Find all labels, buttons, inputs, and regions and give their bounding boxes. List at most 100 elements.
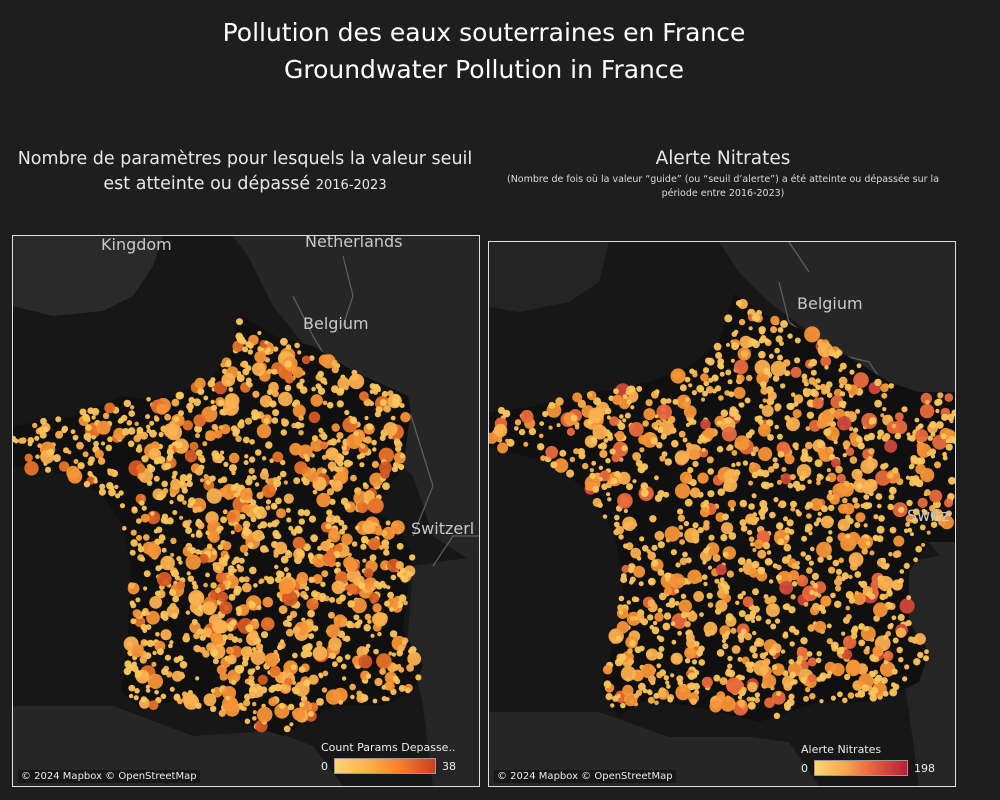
map-point[interactable] (816, 541, 832, 558)
map-point[interactable] (292, 404, 306, 418)
map-point[interactable] (716, 691, 726, 700)
map-point[interactable] (179, 661, 188, 669)
map-point[interactable] (163, 519, 169, 525)
map-point[interactable] (737, 699, 745, 707)
map-point[interactable] (179, 474, 188, 482)
map-point[interactable] (845, 613, 852, 620)
map-point[interactable] (146, 543, 162, 558)
map-point[interactable] (130, 539, 138, 547)
map-point[interactable] (206, 642, 216, 652)
map-point[interactable] (620, 666, 636, 682)
map-point[interactable] (242, 346, 249, 353)
map-point[interactable] (944, 498, 953, 508)
map-point[interactable] (826, 536, 833, 543)
map-point[interactable] (858, 624, 864, 630)
map-point[interactable] (706, 546, 711, 551)
map-point[interactable] (885, 630, 891, 637)
map-point[interactable] (837, 646, 845, 655)
map-point[interactable] (679, 384, 687, 392)
map-point[interactable] (276, 570, 283, 578)
map-point[interactable] (34, 435, 40, 441)
map-point[interactable] (854, 522, 861, 528)
map-point[interactable] (828, 490, 833, 495)
map-point[interactable] (622, 394, 628, 399)
map-point[interactable] (692, 460, 699, 468)
map-point[interactable] (842, 697, 848, 704)
map-point[interactable] (284, 677, 293, 687)
map-point[interactable] (369, 383, 376, 390)
map-point[interactable] (309, 355, 315, 361)
map-point[interactable] (215, 565, 221, 571)
map-point[interactable] (139, 500, 145, 506)
map-point[interactable] (243, 460, 249, 466)
map-point[interactable] (891, 668, 898, 675)
map-point[interactable] (784, 454, 795, 465)
map-point[interactable] (801, 535, 808, 542)
map-point[interactable] (298, 518, 305, 525)
map-point[interactable] (629, 640, 636, 647)
map-point[interactable] (795, 509, 800, 514)
map-point[interactable] (892, 637, 899, 644)
map-point[interactable] (187, 519, 192, 525)
map-point[interactable] (290, 664, 297, 671)
map-point[interactable] (805, 388, 812, 395)
map-point[interactable] (770, 686, 775, 691)
map-point[interactable] (835, 585, 842, 592)
map-point[interactable] (227, 565, 235, 572)
map-point[interactable] (613, 388, 619, 395)
map-point[interactable] (757, 469, 765, 477)
map-point[interactable] (728, 391, 735, 398)
map-point[interactable] (708, 534, 715, 541)
map-point[interactable] (587, 419, 594, 425)
map-point[interactable] (617, 471, 631, 485)
map-point[interactable] (359, 443, 366, 449)
map-point[interactable] (677, 630, 682, 636)
map-point[interactable] (740, 350, 749, 358)
map-point[interactable] (279, 470, 287, 478)
map-point[interactable] (393, 438, 401, 446)
map-point[interactable] (274, 683, 282, 692)
map-point[interactable] (858, 581, 863, 586)
map-point[interactable] (752, 652, 758, 659)
map-point[interactable] (252, 716, 257, 721)
map-point[interactable] (212, 452, 220, 460)
map-point[interactable] (124, 669, 130, 675)
map-point[interactable] (889, 622, 894, 628)
map-point[interactable] (889, 486, 897, 495)
map-point[interactable] (650, 437, 658, 445)
map-point[interactable] (242, 436, 250, 444)
map-point[interactable] (96, 420, 111, 435)
map-point[interactable] (656, 671, 663, 679)
map-point[interactable] (614, 470, 621, 478)
map-point[interactable] (548, 425, 553, 430)
map-point[interactable] (362, 520, 376, 535)
map-point[interactable] (921, 542, 926, 547)
map-point[interactable] (282, 590, 298, 607)
map-point[interactable] (332, 661, 338, 668)
map-point[interactable] (383, 405, 391, 413)
map-point[interactable] (243, 576, 250, 583)
map-point[interactable] (929, 489, 943, 503)
map-point[interactable] (749, 645, 757, 653)
map-point[interactable] (154, 640, 166, 652)
map-point[interactable] (318, 674, 324, 679)
map-point[interactable] (182, 420, 193, 431)
map-point[interactable] (336, 656, 343, 663)
map-point[interactable] (202, 601, 217, 616)
map-point[interactable] (243, 699, 251, 707)
map-point[interactable] (826, 381, 833, 388)
map-point[interactable] (692, 522, 699, 529)
map-point[interactable] (658, 687, 666, 694)
map-point[interactable] (217, 544, 224, 551)
map-point[interactable] (131, 665, 139, 672)
map-point[interactable] (875, 470, 891, 486)
map-point[interactable] (589, 468, 594, 473)
map-point[interactable] (264, 652, 279, 667)
map-point[interactable] (913, 658, 921, 666)
map-point[interactable] (333, 515, 341, 523)
map-point[interactable] (632, 452, 641, 461)
map-point[interactable] (674, 600, 680, 606)
map-point[interactable] (720, 582, 725, 587)
map-point[interactable] (55, 416, 62, 423)
map-point[interactable] (794, 446, 799, 451)
